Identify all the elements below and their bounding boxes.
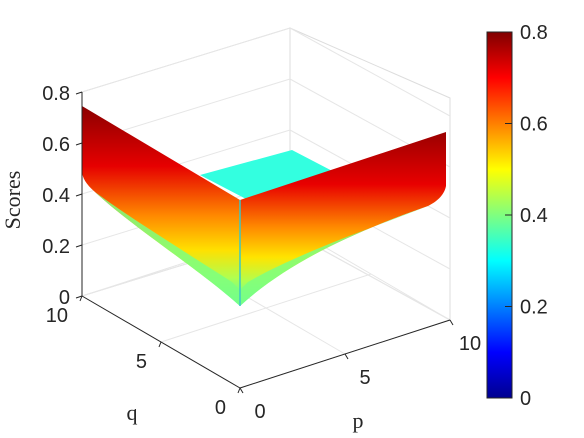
surface-plateau [200,150,340,200]
p-tick [449,319,454,326]
q-tick [79,295,83,302]
colorbar-ticks: 0 0.2 0.4 0.6 0.8 [505,22,548,410]
z-tick [75,244,83,248]
colorbar: 0 0.2 0.4 0.6 0.8 [486,22,548,410]
surface-wall-left [82,106,240,306]
z-axis-label: Scores [0,171,25,230]
x-axis-label: p [353,408,364,433]
z-tick-label: 0.2 [42,236,70,258]
q-tick-label: 5 [136,351,147,373]
q-tick-label: 10 [46,305,68,327]
surface-valley [95,192,428,306]
z-tick-label: 0.8 [42,83,70,105]
colorbar-tick-label: 0.8 [520,22,548,44]
z-tick-label: 0 [59,287,70,309]
z-tick [75,91,83,95]
z-tick [75,142,83,146]
colorbar-tick-label: 0 [520,388,531,410]
p-tick-label: 10 [459,333,481,355]
y-axis-label: q [127,400,138,425]
z-tick-label: 0.4 [42,185,70,207]
z-gridline-right [289,27,451,117]
q-tick-label: 0 [215,397,226,419]
z-tick-label: 0.6 [42,134,70,156]
p-tick [344,353,349,360]
z-tick [75,295,83,299]
p-tick-label: 5 [359,367,370,389]
surface [82,106,446,306]
z-gridline-left [81,27,291,93]
q-tick [158,341,162,348]
colorbar-tick-label: 0.2 [520,297,548,319]
colorbar-tick-label: 0.4 [520,205,548,227]
colorbar-tick-label: 0.6 [520,114,548,136]
tick-marks [75,91,454,394]
p-tick-label: 0 [254,401,265,423]
p-tick [239,387,244,394]
z-tick [75,193,83,197]
q-tick [237,387,241,394]
